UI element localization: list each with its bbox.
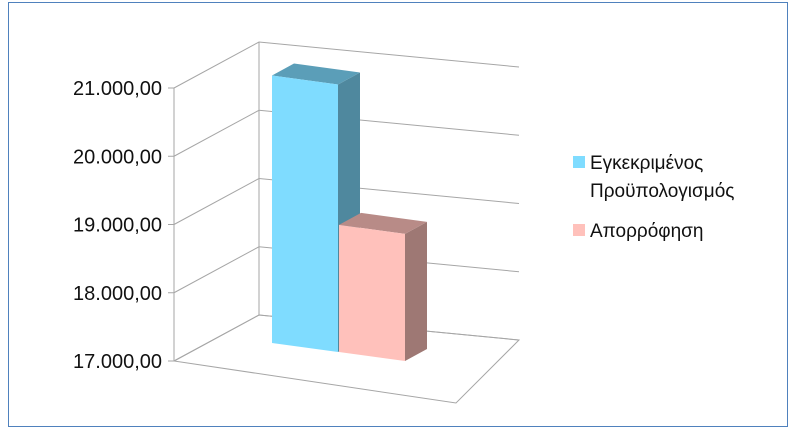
y-tick-label: 18.000,00 — [73, 283, 162, 305]
gridline — [173, 246, 520, 294]
y-tick-label: 21.000,00 — [73, 78, 162, 100]
bar-top — [339, 212, 427, 234]
legend-label-absorption: Απορρόφηση — [590, 221, 704, 242]
legend-item-absorption: Απορρόφηση — [573, 218, 788, 246]
bar-front — [272, 75, 338, 353]
gridline — [173, 109, 520, 157]
legend-swatch-absorption — [573, 224, 585, 236]
bar-side — [405, 221, 427, 361]
y-tick-label: 20.000,00 — [73, 146, 162, 168]
bar-absorption — [339, 212, 427, 361]
bar-top — [272, 63, 360, 85]
legend-swatch-approved-budget — [573, 156, 585, 168]
gridline — [173, 41, 520, 89]
bar-front — [339, 224, 405, 361]
gridline — [173, 177, 520, 225]
legend-item-approved-budget: Εγκεκριμένος Προϋπολογισμός — [573, 150, 788, 206]
chart-floor — [172, 314, 521, 404]
y-tick-label: 19.000,00 — [73, 215, 162, 237]
y-tick-label: 17.000,00 — [73, 351, 162, 373]
legend: Εγκεκριμένος Προϋπολογισμός Απορρόφηση — [573, 150, 788, 258]
legend-label-approved-budget: Εγκεκριμένος Προϋπολογισμός — [590, 153, 735, 202]
